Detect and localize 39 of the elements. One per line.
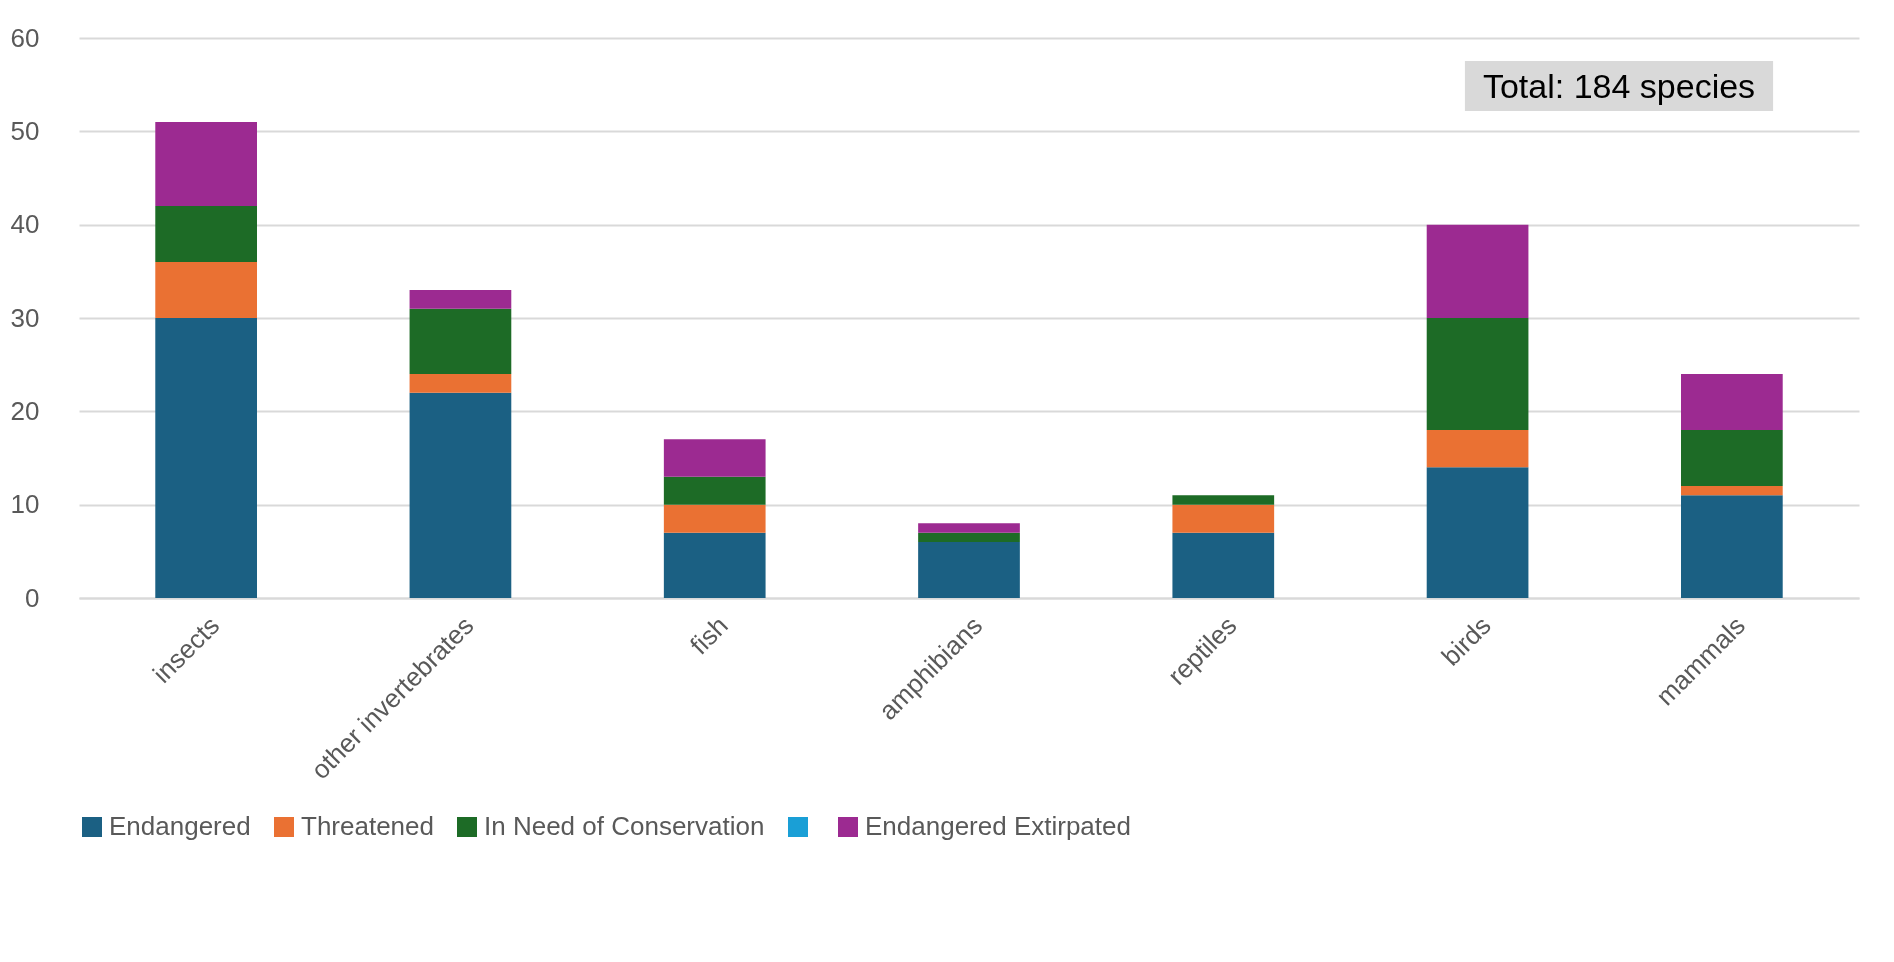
bar: [1426, 467, 1529, 598]
bar: [1426, 430, 1529, 468]
y-tick-label: 10: [10, 489, 40, 520]
bar: [1681, 486, 1783, 496]
legend-label: Endangered Extirpated: [865, 811, 1131, 841]
legend-label: Endangered: [109, 811, 251, 841]
legend-label: Threatened: [301, 811, 434, 841]
bar: [1426, 318, 1529, 430]
bar: [1681, 374, 1783, 430]
bar: [409, 308, 512, 374]
y-tick-label: 20: [10, 395, 40, 426]
bar: [1172, 532, 1275, 598]
y-tick-label: 60: [10, 22, 40, 53]
bar: [155, 206, 257, 262]
bar: [1172, 495, 1275, 505]
bar: [155, 318, 257, 598]
bar: [155, 122, 257, 206]
legend-label: In Need of Conservation: [484, 811, 765, 841]
bar: [1681, 430, 1783, 486]
bar: [1426, 224, 1529, 318]
bar: [409, 374, 512, 393]
annotation: Total: 184 species: [1482, 67, 1756, 105]
bar: [663, 476, 766, 505]
y-tick-label: 50: [10, 115, 40, 146]
bar: [1172, 504, 1275, 533]
bar: [663, 504, 766, 533]
bar: [409, 290, 512, 309]
x-tick-label: fish: [683, 610, 734, 661]
bar: [918, 532, 1020, 542]
bar: [409, 392, 512, 598]
y-tick-label: 30: [10, 302, 40, 333]
bar: [663, 439, 766, 477]
bar: [155, 262, 257, 318]
bar: [663, 532, 766, 598]
bar: [918, 523, 1020, 533]
bar: [918, 542, 1020, 598]
y-tick-label: 40: [10, 209, 40, 240]
y-tick-label: 0: [25, 582, 40, 613]
bar: [1681, 495, 1783, 598]
